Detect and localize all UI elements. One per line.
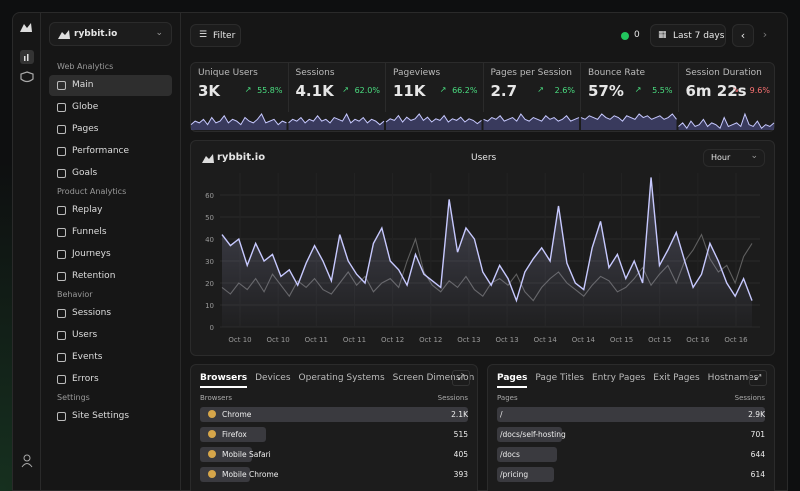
x-tick-label: Oct 12 bbox=[419, 336, 442, 344]
x-tick-label: Oct 13 bbox=[495, 336, 518, 344]
y-tick-label: 10 bbox=[205, 302, 214, 310]
x-tick-label: Oct 11 bbox=[305, 336, 328, 344]
y-tick-label: 30 bbox=[205, 258, 214, 266]
x-tick-label: Oct 12 bbox=[381, 336, 404, 344]
x-tick-label: Oct 15 bbox=[610, 336, 633, 344]
x-tick-label: Oct 16 bbox=[686, 336, 710, 344]
sparkline-area bbox=[289, 114, 385, 130]
y-tick-label: 50 bbox=[205, 214, 214, 222]
y-tick-label: 0 bbox=[210, 324, 214, 332]
y-tick-label: 20 bbox=[205, 280, 214, 288]
x-tick-label: Oct 11 bbox=[343, 336, 366, 344]
x-tick-label: Oct 10 bbox=[228, 336, 251, 344]
x-tick-label: Oct 15 bbox=[648, 336, 671, 344]
x-tick-label: Oct 13 bbox=[457, 336, 480, 344]
sparkline-area bbox=[484, 114, 580, 130]
sparkline-area bbox=[386, 114, 482, 130]
x-tick-label: Oct 14 bbox=[572, 336, 596, 344]
y-tick-label: 40 bbox=[205, 236, 214, 244]
area bbox=[222, 177, 752, 327]
x-tick-label: Oct 10 bbox=[267, 336, 290, 344]
x-tick-label: Oct 14 bbox=[534, 336, 558, 344]
x-tick-label: Oct 16 bbox=[724, 336, 748, 344]
y-tick-label: 60 bbox=[205, 192, 214, 200]
